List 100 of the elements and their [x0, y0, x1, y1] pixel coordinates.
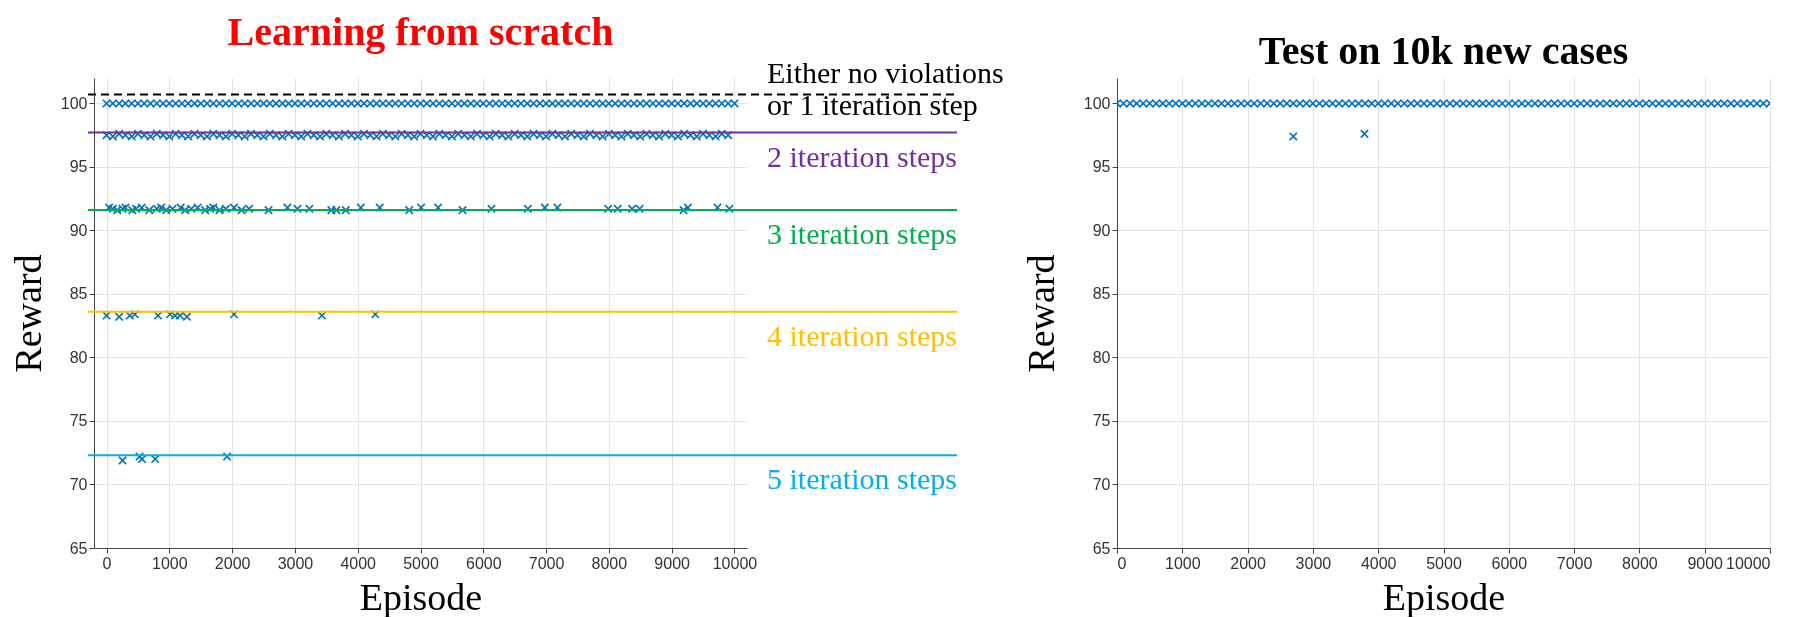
ref-line-label: Either no violations or 1 iteration step: [767, 55, 1004, 121]
point: [182, 312, 192, 322]
point: [180, 205, 190, 215]
x-axis-title: Episode: [359, 575, 483, 617]
x-tick-label: 3000: [1295, 554, 1332, 572]
point: [237, 205, 247, 215]
point: [679, 205, 689, 215]
point: [153, 311, 163, 321]
y-tick-label: 100: [60, 94, 88, 112]
y-tick-label: 70: [1092, 475, 1111, 493]
point: [118, 455, 128, 465]
x-tick-label: 0: [1117, 554, 1127, 572]
point: [161, 205, 171, 215]
point: [175, 311, 185, 321]
y-tick-label: 80: [1092, 348, 1111, 366]
y-tick-label: 95: [69, 158, 88, 176]
ref-line-label: 2 iteration steps: [767, 139, 957, 173]
point: [282, 203, 292, 213]
point: [375, 203, 385, 213]
point: [137, 203, 147, 213]
ref-line-label: 5 iteration steps: [767, 462, 957, 496]
point: [292, 204, 302, 214]
point: [603, 204, 613, 214]
chart-title: Learning from scratch: [227, 8, 614, 54]
y-tick-label: 90: [69, 221, 88, 239]
point: [331, 205, 341, 215]
point: [125, 311, 135, 321]
y-tick-label: 65: [1092, 539, 1111, 557]
point: [712, 203, 722, 213]
point: [635, 204, 645, 214]
point: [317, 311, 327, 321]
chart-title: Test on 10k new cases: [1258, 28, 1629, 73]
point: [244, 204, 254, 214]
y-axis-title: Reward: [1019, 254, 1062, 373]
point: [486, 204, 496, 214]
x-tick-label: 2000: [1230, 554, 1266, 572]
point: [523, 204, 533, 214]
point: [114, 312, 124, 322]
x-tick-label: 8000: [591, 554, 628, 572]
y-tick-label: 95: [1092, 158, 1111, 176]
point: [326, 205, 336, 215]
x-tick-label: 10000: [712, 554, 758, 572]
point: [193, 203, 203, 213]
ref-line-label: 3 iteration steps: [767, 217, 957, 251]
point: [613, 204, 623, 214]
x-tick-label: 2000: [214, 554, 251, 572]
x-tick-label: 1000: [152, 554, 188, 572]
point: [356, 203, 366, 213]
x-tick-label: 9000: [654, 554, 691, 572]
x-tick-label: 5000: [403, 554, 439, 572]
point: [370, 309, 380, 319]
point: [404, 205, 414, 215]
ref-line-label: 4 iteration steps: [767, 318, 957, 352]
point: [127, 205, 137, 215]
point: [112, 205, 122, 215]
x-tick-label: 7000: [1556, 554, 1593, 572]
x-tick-label: 7000: [528, 554, 565, 572]
x-tick-label: 4000: [340, 554, 377, 572]
point: [222, 452, 232, 462]
x-tick-label: 9000: [1687, 554, 1724, 572]
point: [200, 205, 210, 215]
y-tick-label: 80: [69, 348, 88, 366]
point: [540, 203, 550, 213]
y-tick-label: 85: [69, 285, 88, 303]
point: [221, 204, 231, 214]
point: [458, 205, 468, 215]
x-tick-label: 1000: [1165, 554, 1201, 572]
point: [304, 204, 314, 214]
point: [186, 204, 196, 214]
point: [724, 204, 734, 214]
point: [229, 309, 239, 319]
point: [144, 205, 154, 215]
y-tick-label: 85: [1092, 285, 1111, 303]
point: [215, 205, 225, 215]
y-tick-label: 75: [1092, 412, 1111, 430]
point: [130, 309, 140, 319]
x-tick-label: 3000: [277, 554, 314, 572]
x-tick-label: 5000: [1426, 554, 1462, 572]
x-tick-label: 4000: [1360, 554, 1397, 572]
y-tick-label: 70: [69, 475, 88, 493]
point: [627, 204, 637, 214]
x-tick-label: 6000: [1491, 554, 1528, 572]
point: [341, 205, 351, 215]
y-tick-label: 100: [1083, 94, 1111, 112]
x-tick-label: 0: [102, 554, 112, 572]
point: [264, 205, 274, 215]
point: [170, 311, 180, 321]
y-axis-title: Reward: [6, 254, 49, 373]
point: [167, 204, 177, 214]
y-tick-label: 90: [1092, 221, 1111, 239]
x-tick-label: 6000: [465, 554, 502, 572]
y-tick-label: 65: [69, 539, 88, 557]
point: [102, 311, 112, 321]
point: [131, 204, 141, 214]
x-tick-label: 10000: [1726, 554, 1771, 572]
y-tick-label: 75: [69, 412, 88, 430]
point: [552, 203, 562, 213]
x-tick-label: 8000: [1622, 554, 1658, 572]
x-axis-title: Episode: [1382, 575, 1506, 617]
point: [152, 204, 162, 214]
